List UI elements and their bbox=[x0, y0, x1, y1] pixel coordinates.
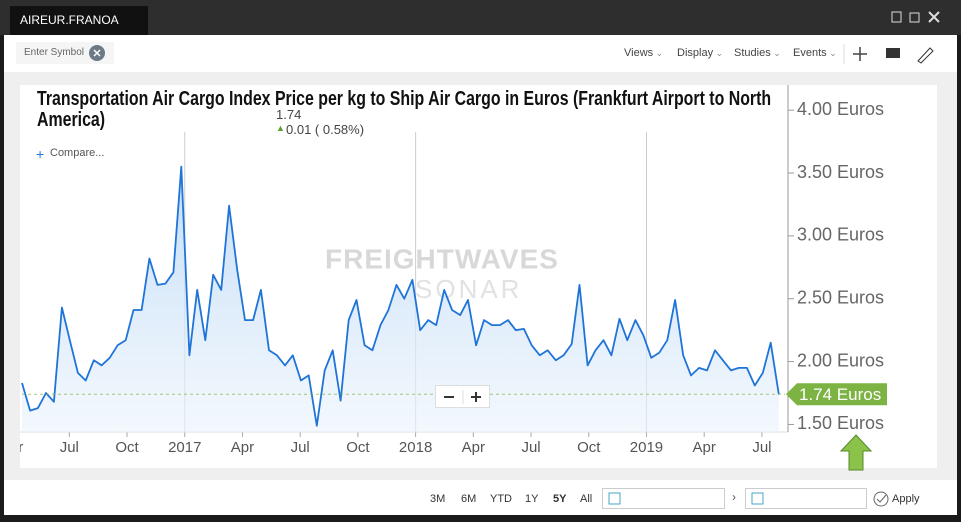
zoom-in[interactable] bbox=[471, 392, 481, 402]
x-tick-label: Jul bbox=[60, 439, 79, 456]
last-price: 1.74 bbox=[276, 107, 302, 122]
compare-link[interactable]: Compare... bbox=[50, 147, 105, 159]
edit-icon[interactable] bbox=[891, 11, 902, 23]
x-tick-label: Jul bbox=[752, 439, 771, 456]
clear-button[interactable] bbox=[88, 44, 106, 62]
up-arrow: ▲ bbox=[276, 123, 285, 133]
x-tick-label: Apr bbox=[693, 439, 716, 456]
apply-icon bbox=[873, 491, 889, 507]
zoom-icons bbox=[444, 390, 481, 404]
watermark: SONAR bbox=[415, 274, 522, 304]
tab[interactable]: AIREUR.FRANOA bbox=[10, 6, 148, 35]
y-tick-label: 1.50 Euros bbox=[797, 413, 884, 433]
zoom-control bbox=[435, 385, 490, 408]
price-change: 0.01 ( 0.58%) bbox=[286, 122, 365, 137]
menu-display[interactable]: Display bbox=[677, 47, 723, 59]
popout-icon[interactable] bbox=[909, 12, 920, 23]
title-bar bbox=[0, 0, 961, 35]
comment-icon[interactable] bbox=[886, 48, 900, 58]
x-tick-label: Apr bbox=[20, 439, 23, 456]
add-icon[interactable] bbox=[853, 47, 867, 61]
watermark: FREIGHTWAVES bbox=[325, 243, 559, 274]
chart-title: Transportation Air Cargo Index Price per… bbox=[37, 88, 772, 131]
x-tick-label: 2018 bbox=[399, 439, 432, 456]
x-tick-label: 2019 bbox=[630, 439, 663, 456]
range-button[interactable]: 1Y bbox=[525, 493, 539, 505]
y-tick-label: 4.00 Euros bbox=[797, 99, 884, 119]
end-date[interactable] bbox=[745, 488, 867, 509]
range-button[interactable]: YTD bbox=[490, 493, 512, 505]
compare-plus[interactable]: + bbox=[36, 146, 45, 162]
menu-events[interactable]: Events bbox=[793, 47, 837, 59]
window-icons bbox=[891, 11, 940, 23]
range-button[interactable]: All bbox=[580, 493, 593, 505]
range-arrow: › bbox=[732, 490, 736, 504]
apply-button[interactable]: Apply bbox=[892, 493, 920, 505]
symbol-input[interactable] bbox=[16, 42, 114, 64]
line bbox=[21, 165, 780, 427]
symbol-placeholder: Enter Symbol bbox=[24, 47, 85, 58]
draw-icon[interactable] bbox=[917, 47, 934, 64]
x-tick-label: Jul bbox=[521, 439, 540, 456]
y-tick-label: 2.00 Euros bbox=[797, 350, 884, 370]
x-tick-label: 2017 bbox=[168, 439, 201, 456]
tool-icons bbox=[843, 44, 934, 64]
calendar-icon bbox=[608, 492, 621, 505]
y-tick-label: 3.50 Euros bbox=[797, 162, 884, 182]
y-tick-label: 2.50 Euros bbox=[797, 287, 884, 307]
x-tick-label: Oct bbox=[115, 439, 139, 456]
x-tick-label: Jul bbox=[291, 439, 310, 456]
x-tick-label: Oct bbox=[346, 439, 370, 456]
menu-views[interactable]: Views bbox=[624, 47, 663, 59]
area bbox=[22, 166, 779, 432]
menu-studies[interactable]: Studies bbox=[734, 47, 781, 59]
title-box bbox=[33, 88, 785, 132]
x-tick-label: Apr bbox=[462, 439, 485, 456]
last-price-label: 1.74 Euros bbox=[799, 385, 881, 404]
range-button[interactable]: 6M bbox=[461, 493, 477, 505]
calendar-icon bbox=[751, 492, 764, 505]
range-button[interactable]: 5Y bbox=[553, 493, 567, 505]
start-date[interactable] bbox=[602, 488, 725, 509]
close-icon[interactable] bbox=[928, 11, 940, 23]
green-arrow bbox=[839, 434, 873, 471]
last-price-tag bbox=[786, 383, 887, 406]
y-tick-label: 3.00 Euros bbox=[797, 225, 884, 245]
x-tick-label: Oct bbox=[577, 439, 601, 456]
x-tick-label: Apr bbox=[231, 439, 254, 456]
range-button[interactable]: 3M bbox=[430, 493, 446, 505]
